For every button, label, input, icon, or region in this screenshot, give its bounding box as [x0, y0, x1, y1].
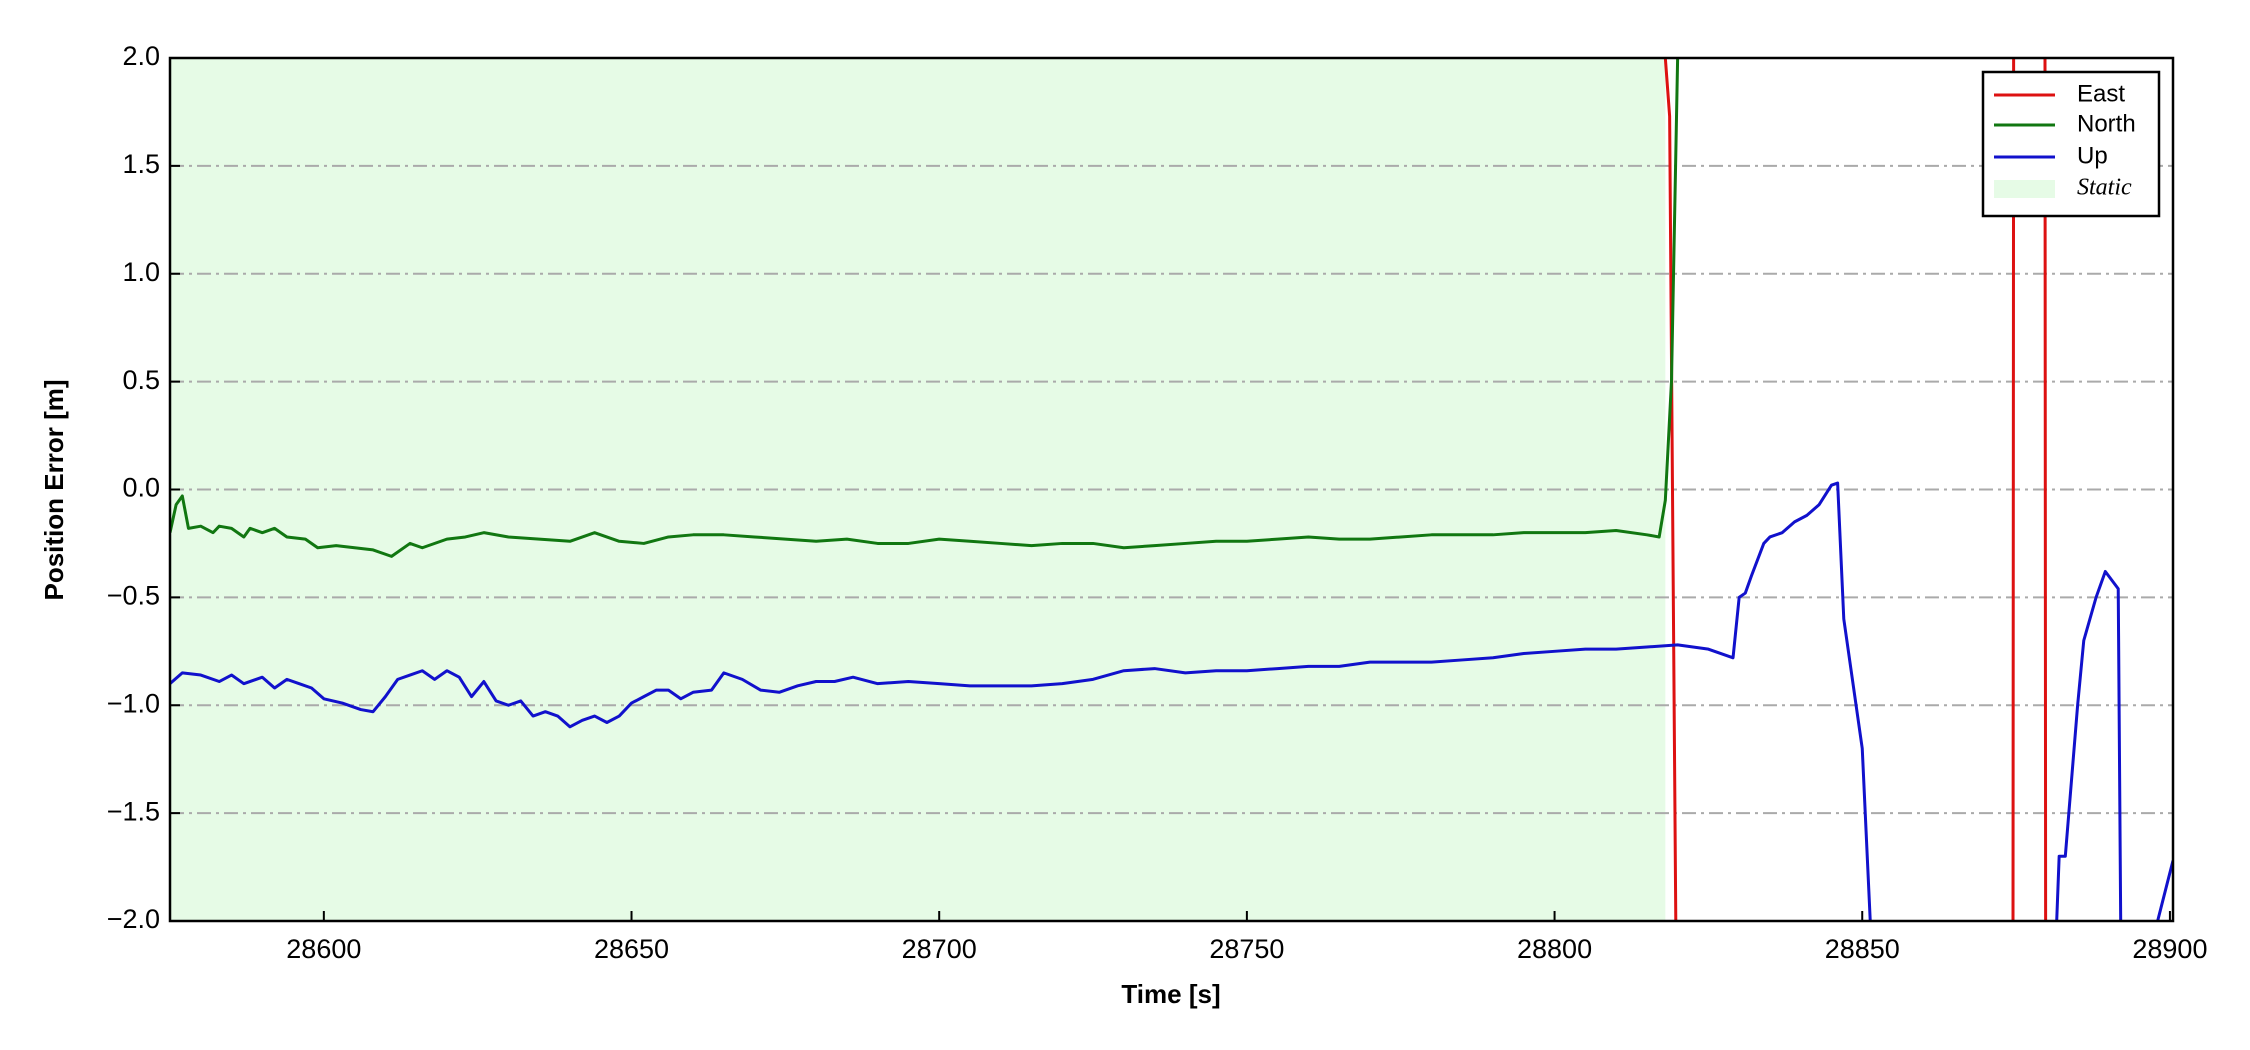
y-tick-label: 1.0 — [122, 257, 160, 287]
y-tick-label: 2.0 — [122, 41, 160, 71]
y-tick-label: −0.5 — [107, 581, 160, 611]
legend-label: Up — [2077, 142, 2108, 169]
x-tick-label: 28650 — [594, 934, 669, 964]
legend-label: North — [2077, 110, 2136, 137]
y-tick-label: 0.5 — [122, 365, 160, 395]
y-tick-label: −2.0 — [107, 904, 160, 934]
y-axis-label: Position Error [m] — [39, 379, 69, 600]
legend-label: Static — [2077, 175, 2132, 201]
y-tick-label: −1.5 — [107, 796, 160, 826]
x-tick-label: 28850 — [1825, 934, 1900, 964]
axes: −2.0 −1.5 −1.0 −0.5 0.0 0.5 1.0 1.5 2.0 28600 2865… — [107, 41, 2208, 964]
legend-swatch — [1994, 180, 2055, 198]
legend: East North Up Static — [1981, 70, 2161, 218]
x-tick-label: 28700 — [902, 934, 977, 964]
x-tick-label: 28750 — [1209, 934, 1284, 964]
x-tick-label: 28900 — [2132, 934, 2207, 964]
series-line — [170, 481, 2173, 921]
legend-label: East — [2077, 80, 2125, 107]
y-tick-label: −1.0 — [107, 688, 160, 718]
y-tick-label: 1.5 — [122, 149, 160, 179]
x-tick-label: 28600 — [286, 934, 361, 964]
x-tick-label: 28800 — [1517, 934, 1592, 964]
y-tick-label: 0.0 — [122, 473, 160, 503]
series-line — [170, 58, 1680, 558]
x-axis-label: Time [s] — [1121, 979, 1220, 1009]
